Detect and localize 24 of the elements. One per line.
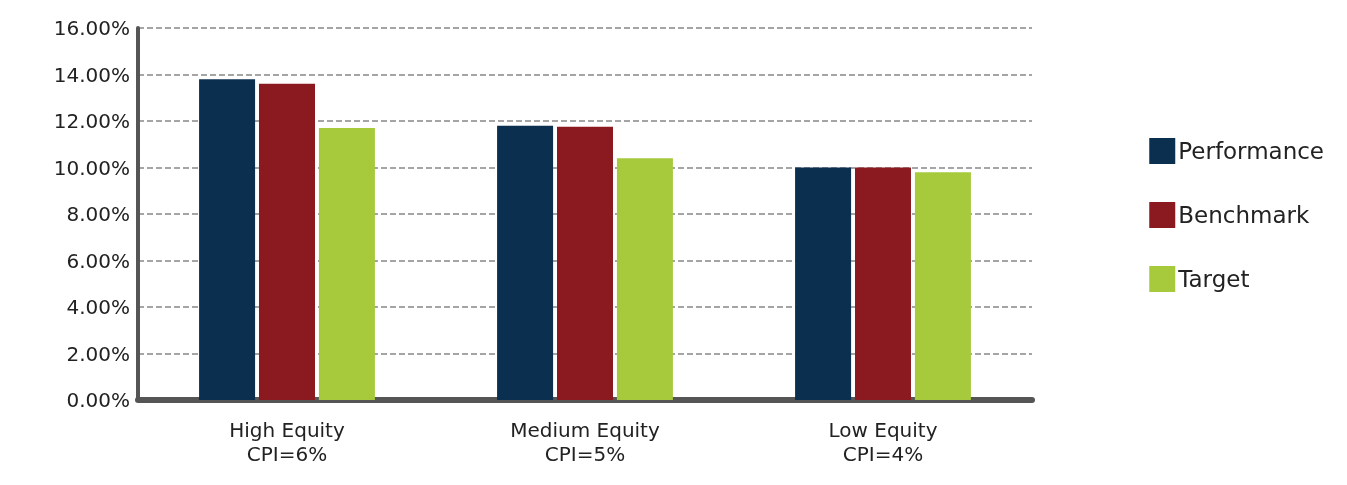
bar [318, 127, 375, 400]
x-tick-label: High Equity CPI=6% [229, 418, 345, 466]
y-tick-label: 8.00% [66, 202, 130, 226]
y-tick-label: 0.00% [66, 388, 130, 412]
x-tick-label: Low Equity CPI=4% [828, 418, 938, 466]
bar [199, 79, 256, 400]
bar [855, 167, 911, 400]
y-tick-label: 2.00% [66, 341, 130, 366]
bar [497, 125, 554, 400]
y-tick-label: 6.00% [66, 248, 130, 273]
bar [795, 167, 852, 400]
y-tick-label: 12.00% [53, 109, 130, 133]
x-tick-label: Medium Equity CPI=5% [510, 418, 660, 466]
y-tick-label: 10.00% [53, 155, 130, 180]
bar [616, 158, 673, 400]
y-tick-label: 14.00% [53, 62, 130, 87]
legend-label: Performance [1178, 138, 1324, 164]
bar [557, 126, 613, 400]
bar [259, 83, 315, 400]
y-tick-label: 16.00% [53, 16, 130, 40]
bar [914, 172, 971, 400]
legend-label: Benchmark [1178, 202, 1310, 228]
y-tick-label: 4.00% [66, 295, 130, 319]
legend-label: Target [1177, 266, 1250, 292]
